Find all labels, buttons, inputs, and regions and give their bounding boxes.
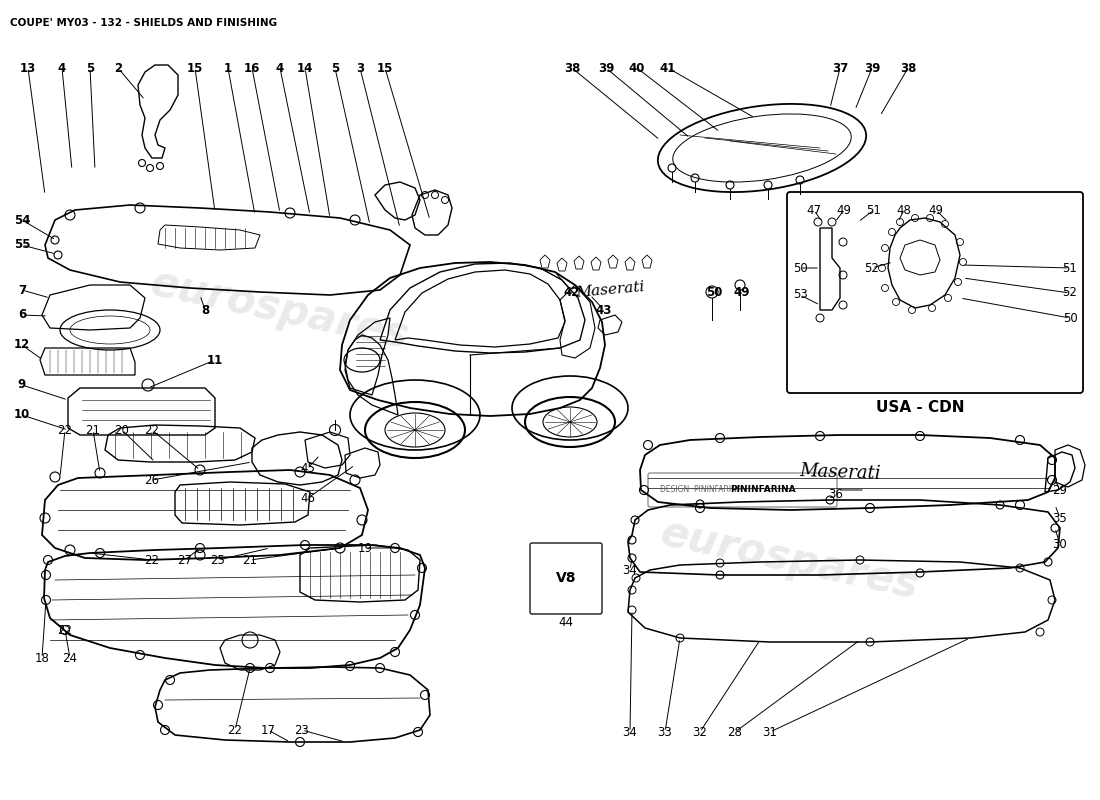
Text: 40: 40: [629, 62, 646, 74]
Text: 16: 16: [244, 62, 261, 74]
Text: 49: 49: [928, 203, 944, 217]
Text: 27: 27: [177, 554, 192, 566]
Text: 45: 45: [300, 462, 316, 474]
Text: 46: 46: [300, 491, 316, 505]
Text: eurospares: eurospares: [147, 262, 414, 358]
Text: COUPE' MY03 - 132 - SHIELDS AND FINISHING: COUPE' MY03 - 132 - SHIELDS AND FINISHIN…: [10, 18, 277, 28]
Text: 44: 44: [559, 615, 573, 629]
Text: 4: 4: [276, 62, 284, 74]
Text: 22: 22: [57, 623, 73, 637]
Text: 22: 22: [228, 723, 242, 737]
Text: 38: 38: [900, 62, 916, 74]
Text: 48: 48: [896, 203, 912, 217]
Text: 23: 23: [295, 723, 309, 737]
Text: 3: 3: [356, 62, 364, 74]
Text: 50: 50: [793, 262, 807, 274]
Text: 30: 30: [1053, 538, 1067, 551]
Text: 15: 15: [377, 62, 393, 74]
Text: eurospares: eurospares: [657, 512, 923, 608]
Text: 21: 21: [86, 423, 100, 437]
Text: 51: 51: [867, 203, 881, 217]
Text: 37: 37: [832, 62, 848, 74]
Text: 15: 15: [187, 62, 204, 74]
Text: 4: 4: [58, 62, 66, 74]
Text: 18: 18: [34, 651, 50, 665]
Text: 38: 38: [564, 62, 580, 74]
Text: 21: 21: [242, 554, 257, 566]
Text: 22: 22: [57, 423, 73, 437]
Text: 32: 32: [693, 726, 707, 738]
Text: 2: 2: [114, 62, 122, 74]
Text: Maserati: Maserati: [575, 280, 645, 300]
Text: 36: 36: [828, 489, 844, 502]
Text: 28: 28: [727, 726, 742, 738]
Text: 24: 24: [63, 651, 77, 665]
Text: DESIGN  PININFARINA: DESIGN PININFARINA: [660, 486, 743, 494]
Text: 42: 42: [564, 286, 580, 298]
Text: 19: 19: [358, 542, 373, 554]
Text: 13: 13: [20, 62, 36, 74]
Text: 20: 20: [114, 423, 130, 437]
Text: 54: 54: [13, 214, 31, 226]
Text: USA - CDN: USA - CDN: [876, 400, 965, 415]
Text: 50: 50: [706, 286, 723, 298]
Text: 14: 14: [297, 62, 313, 74]
Text: 34: 34: [623, 563, 637, 577]
Text: 35: 35: [1053, 511, 1067, 525]
Text: 8: 8: [201, 303, 209, 317]
Text: 1: 1: [224, 62, 232, 74]
Text: 41: 41: [660, 62, 676, 74]
Text: 34: 34: [623, 726, 637, 738]
Text: 39: 39: [597, 62, 614, 74]
Text: 11: 11: [207, 354, 223, 366]
Text: 51: 51: [1063, 262, 1077, 274]
Text: 43: 43: [596, 303, 613, 317]
Text: 47: 47: [806, 203, 822, 217]
Text: 22: 22: [144, 423, 159, 437]
Text: 5: 5: [86, 62, 95, 74]
Text: 22: 22: [144, 554, 159, 566]
Text: 53: 53: [793, 289, 807, 302]
Text: 5: 5: [331, 62, 339, 74]
Text: 6: 6: [18, 309, 26, 322]
Text: 10: 10: [14, 409, 30, 422]
Text: 29: 29: [1053, 483, 1067, 497]
Text: 49: 49: [734, 286, 750, 298]
Text: 25: 25: [210, 554, 225, 566]
Text: 7: 7: [18, 283, 26, 297]
Text: 52: 52: [865, 262, 879, 274]
Text: 33: 33: [658, 726, 672, 738]
Text: Maserati: Maserati: [799, 462, 881, 482]
Text: 55: 55: [13, 238, 31, 251]
Text: 12: 12: [14, 338, 30, 351]
Text: 31: 31: [762, 726, 778, 738]
Text: 49: 49: [836, 203, 851, 217]
Text: 26: 26: [144, 474, 159, 486]
Text: 50: 50: [1063, 311, 1077, 325]
Text: 52: 52: [1063, 286, 1077, 299]
Text: V8: V8: [556, 571, 576, 585]
Text: 17: 17: [261, 723, 275, 737]
Text: PININFARINA: PININFARINA: [730, 486, 795, 494]
Text: 9: 9: [18, 378, 26, 391]
Text: 39: 39: [864, 62, 880, 74]
